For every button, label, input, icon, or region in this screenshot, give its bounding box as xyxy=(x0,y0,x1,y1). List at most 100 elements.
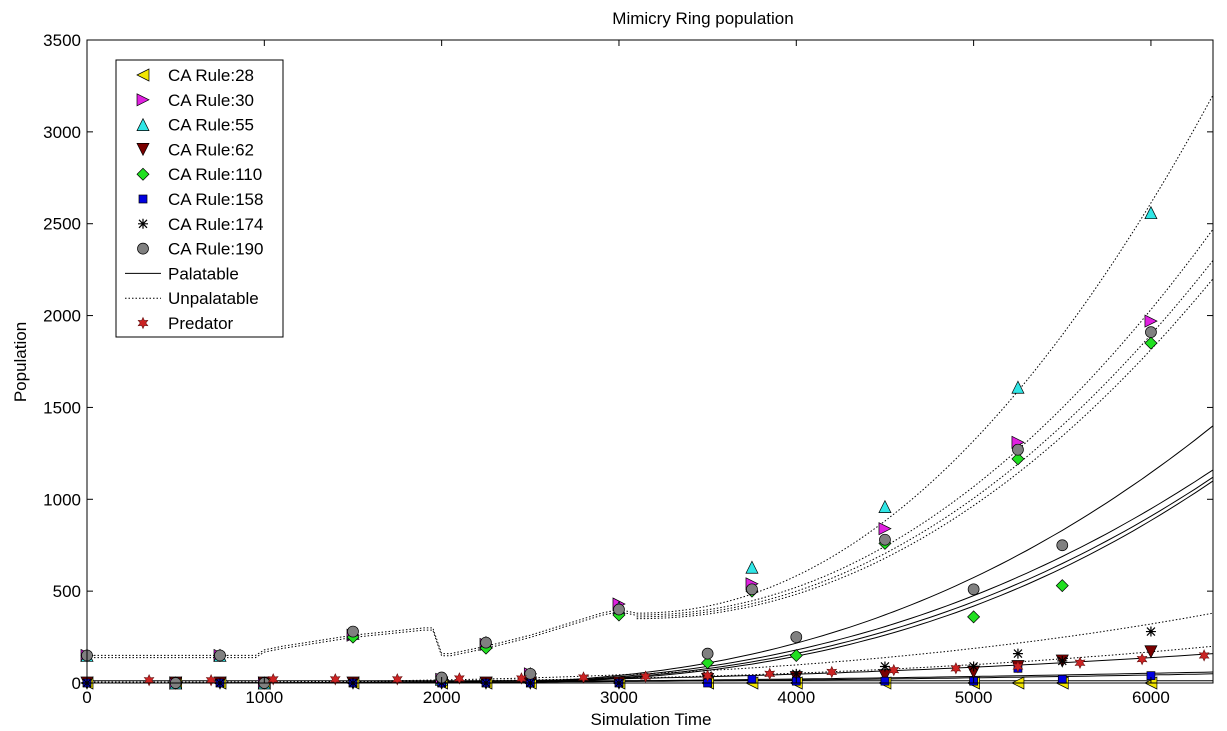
legend-label: CA Rule:174 xyxy=(168,215,263,234)
data-point xyxy=(613,603,625,616)
plot-frame xyxy=(86,39,1214,684)
legend-label: CA Rule:55 xyxy=(168,116,254,135)
data-point xyxy=(1136,652,1148,666)
legend-label: CA Rule:190 xyxy=(168,240,263,259)
data-point xyxy=(880,676,890,686)
data-point xyxy=(391,673,403,686)
y-tick-label: 2500 xyxy=(43,215,81,234)
data-point xyxy=(967,610,981,624)
legend-label: CA Rule:110 xyxy=(168,165,262,184)
x-tick-label: 4000 xyxy=(777,688,815,707)
data-point xyxy=(1144,205,1158,220)
y-tick-label: 3000 xyxy=(43,123,81,142)
data-point xyxy=(1055,579,1069,593)
series-ca-rule-190 xyxy=(81,326,1157,689)
data-point xyxy=(1144,645,1158,659)
data-point xyxy=(143,673,155,687)
y-tick-label: 3500 xyxy=(43,31,81,50)
low-level-curve-2 xyxy=(87,645,1214,683)
x-tick-label: 2000 xyxy=(423,688,461,707)
data-point xyxy=(640,670,651,683)
palatable-curve-3 xyxy=(441,476,1214,684)
legend-marker xyxy=(136,143,150,157)
legend: CA Rule:28 CA Rule:30 CA Rule:55 CA Rule:62… xyxy=(115,59,284,338)
y-tick-label: 0 xyxy=(72,674,81,693)
legend-marker xyxy=(137,242,149,255)
legend-marker xyxy=(138,218,148,229)
data-point xyxy=(950,662,962,675)
data-point xyxy=(267,673,279,686)
data-point xyxy=(205,673,217,687)
data-point xyxy=(879,533,891,546)
data-point xyxy=(701,656,715,670)
y-tick-label: 1000 xyxy=(43,490,81,509)
data-point xyxy=(701,647,714,660)
data-point xyxy=(1145,326,1157,338)
legend-marker xyxy=(138,194,148,204)
y-tick-label: 2000 xyxy=(43,307,81,326)
unpalatable-early-curve xyxy=(87,608,637,656)
x-tick-label: 5000 xyxy=(955,688,993,707)
data-point xyxy=(888,663,900,677)
data-point xyxy=(453,672,465,685)
x-tick-label: 3000 xyxy=(600,688,638,707)
data-point xyxy=(747,674,757,684)
series-predator xyxy=(143,649,1210,687)
data-point xyxy=(879,661,890,672)
x-tick-label: 0 xyxy=(82,688,91,707)
palatable-curve-2 xyxy=(441,469,1214,684)
y-tick-label: 500 xyxy=(53,582,81,601)
data-point xyxy=(1144,314,1158,328)
data-point xyxy=(1012,660,1024,673)
unpalatable-curve-1 xyxy=(636,94,1214,614)
legend-marker xyxy=(136,93,150,107)
x-tick-label: 6000 xyxy=(1132,688,1170,707)
legend-marker xyxy=(137,316,149,330)
data-point xyxy=(1145,626,1156,637)
legend-label: Unpalatable xyxy=(168,289,259,308)
data-point xyxy=(516,672,527,685)
y-tick-label: 1500 xyxy=(43,398,81,417)
legend-label: CA Rule:30 xyxy=(168,91,254,110)
unpalatable-curve-4 xyxy=(636,278,1214,620)
data-point xyxy=(1057,674,1067,684)
data-point xyxy=(746,583,758,596)
data-point xyxy=(702,669,714,682)
unpalatable-curve-3 xyxy=(636,260,1214,618)
data-point xyxy=(826,665,838,679)
data-point xyxy=(329,673,341,686)
x-tick-label: 1000 xyxy=(245,688,283,707)
data-point xyxy=(1144,336,1158,350)
data-point xyxy=(791,668,802,679)
series-ca-rule-30 xyxy=(80,314,1158,690)
series-ca-rule-110 xyxy=(80,336,1158,690)
data-point xyxy=(214,649,226,662)
data-point xyxy=(789,648,803,662)
legend-label: CA Rule:28 xyxy=(168,66,254,85)
data-point xyxy=(967,583,980,596)
legend-label: Palatable xyxy=(168,264,239,283)
legend-label: CA Rule:158 xyxy=(168,190,263,209)
data-point xyxy=(790,631,803,643)
data-point xyxy=(347,625,359,638)
palatable-curve-4 xyxy=(441,480,1214,684)
data-point xyxy=(1011,380,1025,394)
legend-marker xyxy=(136,68,150,82)
palatable-curve-1 xyxy=(441,425,1214,684)
x-axis-title: Simulation Time xyxy=(591,710,712,729)
data-point xyxy=(1056,539,1069,552)
legend-label: Predator xyxy=(168,314,234,333)
data-point xyxy=(968,661,979,672)
axes-layer: 0 1000 2000 3000 4000 5000 6000 0 500 1000 1500 200… xyxy=(43,31,1214,707)
data-point xyxy=(1074,656,1086,670)
unpalatable-curve-2 xyxy=(636,228,1214,616)
y-axis-title: Population xyxy=(11,322,30,402)
data-point xyxy=(480,636,492,649)
data-point xyxy=(878,522,892,536)
legend-label: CA Rule:62 xyxy=(168,140,254,159)
legend-marker xyxy=(136,167,150,181)
data-point xyxy=(1057,655,1068,666)
data-point xyxy=(745,560,759,574)
data-point xyxy=(524,667,537,680)
